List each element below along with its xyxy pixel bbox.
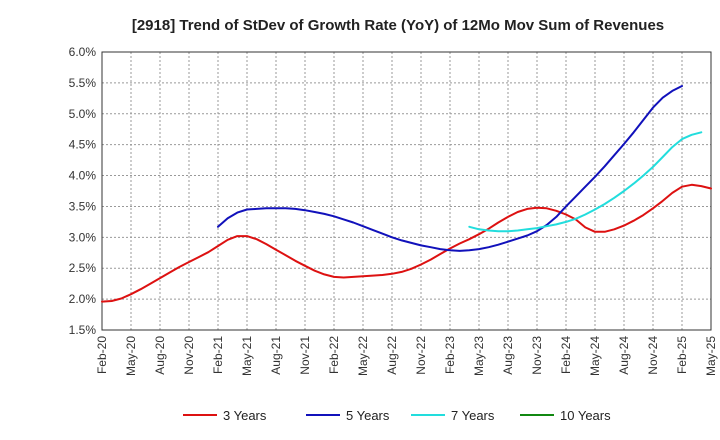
y-tick-label: 6.0% <box>69 45 97 59</box>
y-tick-label: 3.5% <box>69 199 97 213</box>
chart-title: [2918] Trend of StDev of Growth Rate (Yo… <box>132 17 664 34</box>
x-tick-label: Nov-21 <box>298 336 312 375</box>
x-tick-label: Feb-23 <box>443 336 457 374</box>
y-axis: 1.5% 2.0% 2.5% 3.0% 3.5% 4.0% 4.5% 5.0% 5.5% 6.0% <box>69 45 97 337</box>
legend: 3 Years 5 Years 7 Years 10 Years <box>183 408 611 423</box>
y-tick-label: 1.5% <box>69 323 97 337</box>
x-tick-label: Aug-21 <box>269 336 283 375</box>
x-tick-label: May-20 <box>124 336 138 376</box>
y-tick-label: 4.5% <box>69 138 97 152</box>
legend-label: 5 Years <box>346 408 390 423</box>
legend-label: 7 Years <box>451 408 495 423</box>
x-tick-label: Nov-22 <box>414 336 428 375</box>
plot-area <box>102 52 711 330</box>
legend-label: 10 Years <box>560 408 611 423</box>
y-tick-label: 4.0% <box>69 169 97 183</box>
series-line-5-years <box>217 85 683 252</box>
x-tick-label: May-21 <box>240 336 254 376</box>
y-tick-label: 5.5% <box>69 76 97 90</box>
y-tick-label: 5.0% <box>69 107 97 121</box>
x-tick-label: Feb-25 <box>675 336 689 374</box>
legend-label: 3 Years <box>223 408 267 423</box>
series-line-3-years <box>101 183 712 303</box>
y-tick-label: 3.0% <box>69 230 97 244</box>
series-lines <box>101 85 712 303</box>
x-tick-label: Nov-23 <box>530 336 544 375</box>
x-tick-label: Aug-23 <box>501 336 515 375</box>
x-tick-label: May-22 <box>356 336 370 376</box>
series-line-7-years <box>468 131 703 233</box>
x-tick-label: Feb-22 <box>327 336 341 374</box>
x-axis: Feb-20 May-20 Aug-20 Nov-20 Feb-21 May-21 Aug-… <box>95 336 718 376</box>
y-tick-label: 2.0% <box>69 292 97 306</box>
y-tick-label: 2.5% <box>69 261 97 275</box>
plot-frame <box>101 51 712 331</box>
x-tick-label: Aug-24 <box>617 336 631 375</box>
x-tick-label: Aug-20 <box>153 336 167 375</box>
x-tick-label: Nov-24 <box>646 336 660 375</box>
x-tick-label: May-25 <box>704 336 718 376</box>
x-tick-label: Aug-22 <box>385 336 399 375</box>
x-tick-label: Feb-21 <box>211 336 225 374</box>
x-tick-label: May-23 <box>472 336 486 376</box>
x-tick-label: May-24 <box>588 336 602 376</box>
x-tick-label: Nov-20 <box>182 336 196 375</box>
x-tick-label: Feb-24 <box>559 336 573 374</box>
x-tick-label: Feb-20 <box>95 336 109 374</box>
